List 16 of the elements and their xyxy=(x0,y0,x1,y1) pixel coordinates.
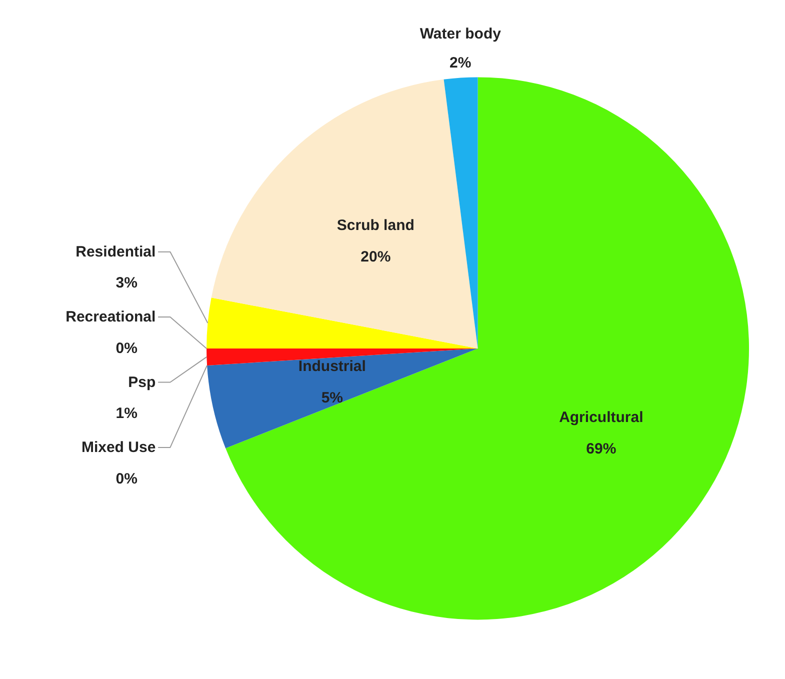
slice-label: Industrial xyxy=(298,358,366,375)
data-label: 3% xyxy=(116,274,138,292)
slice-label: Agricultural xyxy=(559,409,644,426)
category-label: Recreational xyxy=(66,308,156,326)
slice-label: Psp xyxy=(128,374,156,391)
data-label: 2% xyxy=(450,54,472,72)
data-label: 1% xyxy=(116,405,138,422)
data-label: 20% xyxy=(360,248,391,266)
slice-label: Residential xyxy=(76,243,156,260)
slice-label: Scrub land xyxy=(336,217,414,234)
slice-label: Water body xyxy=(420,26,502,42)
data-label: 69% xyxy=(586,440,616,458)
text: 0% xyxy=(116,470,138,488)
category-label: Mixed Use xyxy=(81,438,156,456)
data-label: 5% xyxy=(321,389,344,406)
text: 0% xyxy=(116,340,138,357)
